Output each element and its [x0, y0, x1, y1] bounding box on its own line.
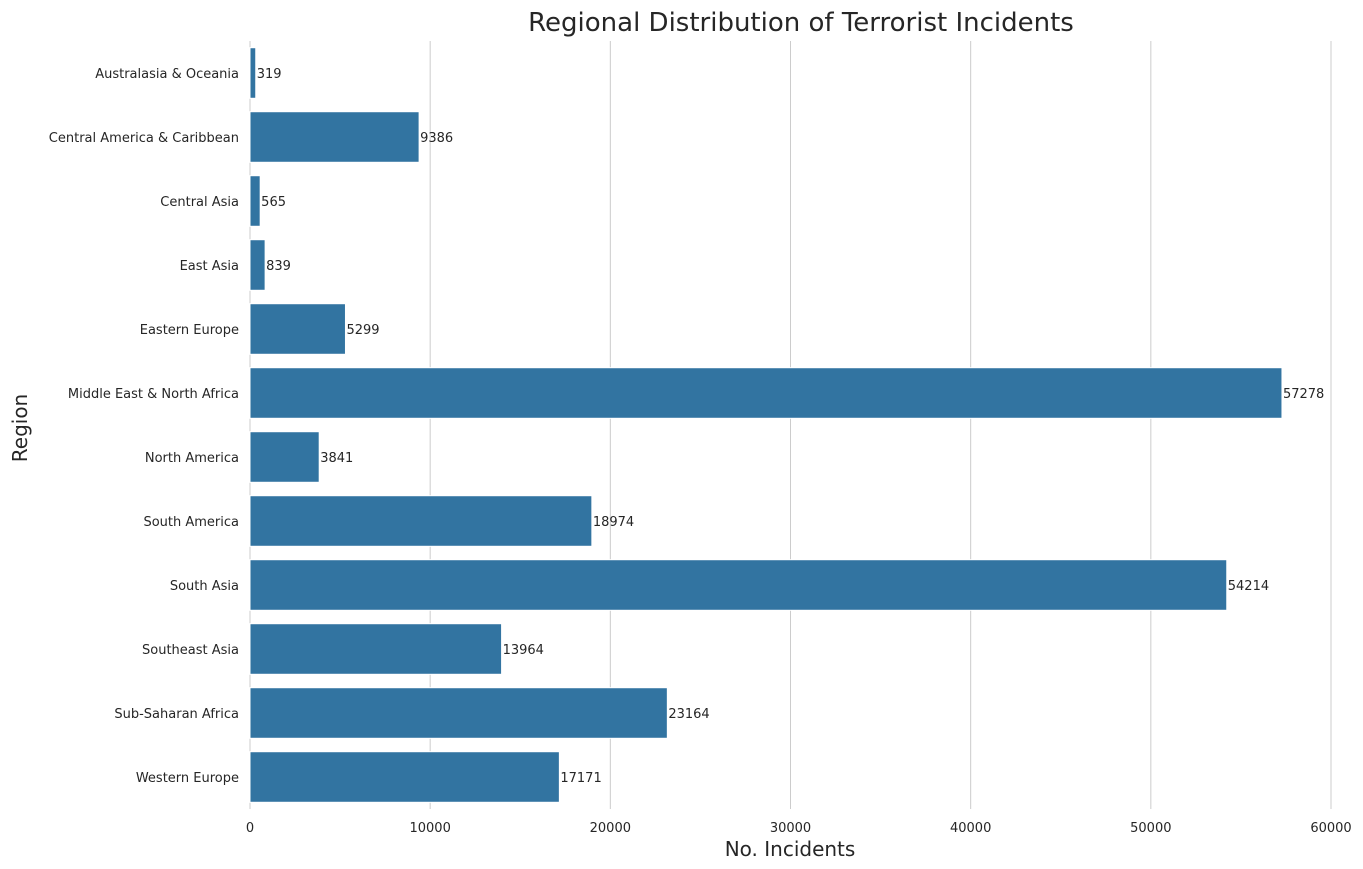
bar [249, 111, 420, 163]
x-tick-labels: 0 10000 20000 30000 40000 50000 60000 [246, 821, 1352, 836]
x-tick-label: 0 [246, 821, 254, 836]
y-tick-label: Middle East & North Africa [68, 387, 239, 402]
y-tick-label: South Asia [170, 579, 239, 594]
bar [249, 559, 1228, 611]
grid-lines [249, 41, 1332, 809]
bar [249, 239, 266, 291]
y-tick-label: Central Asia [160, 195, 239, 210]
y-axis-label: Region [8, 394, 32, 462]
bar [249, 751, 560, 803]
bar [249, 687, 668, 739]
bar [249, 431, 320, 483]
x-tick-label: 40000 [950, 821, 991, 836]
bar [249, 367, 1283, 419]
bar [249, 303, 346, 355]
data-label: 18974 [593, 515, 634, 530]
data-labels: 319 9386 565 839 5299 57278 3841 18974 54214 1396… [257, 67, 1325, 786]
y-tick-label: East Asia [180, 259, 239, 274]
y-tick-label: Sub-Saharan Africa [114, 707, 239, 722]
x-tick-label: 50000 [1130, 821, 1171, 836]
bars [249, 47, 1283, 803]
y-tick-label: Central America & Caribbean [49, 131, 239, 146]
x-tick-label: 10000 [409, 821, 450, 836]
data-label: 13964 [503, 643, 544, 658]
data-label: 839 [266, 259, 291, 274]
data-label: 57278 [1283, 387, 1324, 402]
bar [249, 623, 503, 675]
y-tick-label: North America [145, 451, 239, 466]
data-label: 17171 [560, 771, 601, 786]
x-tick-label: 20000 [590, 821, 631, 836]
x-axis-label: No. Incidents [725, 837, 856, 861]
y-tick-label: Southeast Asia [142, 643, 239, 658]
bar [249, 495, 593, 547]
y-tick-label: South America [143, 515, 239, 530]
x-tick-label: 60000 [1310, 821, 1351, 836]
data-label: 565 [261, 195, 286, 210]
data-label: 23164 [668, 707, 709, 722]
y-tick-label: Australasia & Oceania [95, 67, 239, 82]
bar [249, 47, 257, 99]
x-tick-label: 30000 [770, 821, 811, 836]
data-label: 3841 [320, 451, 353, 466]
data-label: 5299 [346, 323, 379, 338]
chart-title: Regional Distribution of Terrorist Incid… [528, 8, 1074, 38]
y-tick-labels: Australasia & Oceania Central America & C… [49, 67, 239, 786]
bar [249, 175, 261, 227]
data-label: 54214 [1228, 579, 1269, 594]
data-label: 9386 [420, 131, 453, 146]
y-tick-label: Eastern Europe [140, 323, 239, 338]
y-tick-label: Western Europe [136, 771, 239, 786]
data-label: 319 [257, 67, 282, 82]
